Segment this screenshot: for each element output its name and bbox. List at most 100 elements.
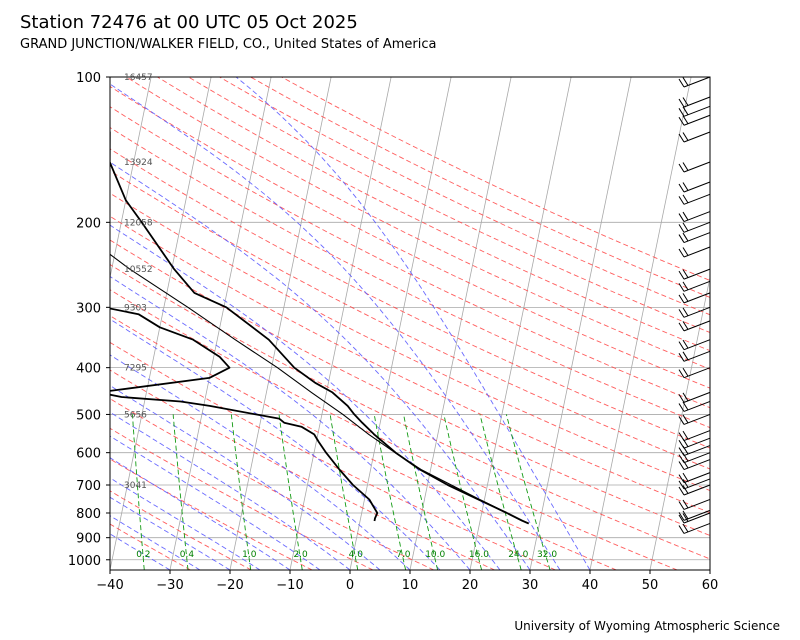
x-tick-label: −40 <box>96 578 123 593</box>
wind-barb <box>678 292 711 304</box>
height-label: 5656 <box>124 410 147 420</box>
mixing-ratio-label: 32.0 <box>537 550 557 560</box>
dry-adiabat-line <box>110 215 710 514</box>
p-tick-label: 400 <box>76 362 101 377</box>
x-tick-label: 50 <box>642 578 659 593</box>
wind-barb <box>678 232 711 244</box>
dry-adiabat-line <box>110 289 678 570</box>
dry-adiabat-line <box>188 77 710 334</box>
x-tick-label: −20 <box>216 578 243 593</box>
moist-adiabat-line <box>110 83 561 570</box>
moist-adiabat-line <box>110 276 471 570</box>
mixing-ratio-label: 2.0 <box>293 550 308 560</box>
mixing-ratio-label: 0.4 <box>180 550 195 560</box>
moist-adiabat-line <box>110 533 171 570</box>
wind-barb <box>678 76 711 88</box>
mixing-ratio-label: 7.0 <box>396 550 411 560</box>
wind-barb <box>678 509 711 521</box>
wind-barb <box>678 161 711 173</box>
x-tick-label: −10 <box>276 578 303 593</box>
chart-title: Station 72476 at 00 UTC 05 Oct 2025 <box>20 12 358 33</box>
mixing-ratio-line <box>131 414 145 570</box>
moist-adiabat-line <box>110 224 501 570</box>
dry-adiabat-line <box>126 77 710 370</box>
mixing-ratio-label: 16.0 <box>469 550 489 560</box>
wind-barb <box>678 367 711 379</box>
mixing-ratio-label: 24.0 <box>508 550 528 560</box>
mixing-ratio-label: 0.2 <box>136 550 150 560</box>
dry-adiabat-line <box>110 523 191 570</box>
wind-barb <box>678 131 711 143</box>
dry-adiabat-line <box>219 77 710 316</box>
dry-adiabat-line <box>250 77 710 298</box>
wind-barb <box>678 472 711 484</box>
moist-adiabat-line <box>110 477 261 570</box>
wind-barb <box>678 413 711 425</box>
isotherm-line <box>110 77 212 570</box>
mixing-ratio-line <box>403 414 439 570</box>
height-label: 13924 <box>124 158 153 168</box>
wind-barb <box>678 211 711 223</box>
footer-credit: University of Wyoming Atmospheric Scienc… <box>514 619 780 633</box>
dry-adiabat-line <box>110 85 710 389</box>
moist-adiabat-line <box>110 318 441 570</box>
wind-barb <box>678 391 711 403</box>
isotherm-line <box>0 77 31 570</box>
p-tick-label: 900 <box>76 532 101 547</box>
dry-adiabat-line <box>110 126 710 429</box>
dry-adiabat-line <box>110 398 435 570</box>
p-tick-label: 200 <box>76 216 101 231</box>
mixing-ratio-label: 4.0 <box>349 550 364 560</box>
p-tick-label: 700 <box>76 479 101 494</box>
moist-adiabat-line <box>110 384 381 570</box>
wind-barb <box>678 522 711 534</box>
height-label: 16457 <box>124 73 153 83</box>
dry-adiabat-line <box>110 369 495 570</box>
isotherm-line <box>349 77 452 570</box>
wind-barb <box>678 401 711 412</box>
mixing-ratio-line <box>479 414 522 570</box>
dry-adiabat-line <box>110 427 374 570</box>
dry-adiabat-line <box>110 192 710 492</box>
p-tick-label: 100 <box>76 71 101 86</box>
dry-adiabat-line <box>110 315 617 570</box>
height-label: 12058 <box>124 218 153 228</box>
wind-barb <box>678 268 711 280</box>
wind-barb <box>678 221 711 233</box>
x-tick-label: 10 <box>402 578 419 593</box>
wind-barb <box>678 498 711 510</box>
x-tick-label: 20 <box>462 578 479 593</box>
x-tick-label: 30 <box>522 578 539 593</box>
x-tick-label: 40 <box>582 578 599 593</box>
x-tick-label: 60 <box>702 578 719 593</box>
dry-adiabat-line <box>110 148 710 449</box>
mixing-ratio-line <box>172 414 189 570</box>
isotherm-line <box>110 77 152 280</box>
dry-adiabat-line <box>110 264 710 560</box>
wind-barb <box>678 181 711 193</box>
plot-frame <box>109 76 711 571</box>
moist-adiabat-line <box>235 77 591 570</box>
isotherm-line <box>469 77 572 570</box>
mixing-ratio-line <box>443 414 483 570</box>
wind-barb <box>678 430 711 442</box>
moist-adiabat-line <box>110 496 231 570</box>
p-tick-label: 1000 <box>68 554 101 569</box>
mixing-ratio-line <box>278 414 303 570</box>
wind-barb <box>678 105 711 117</box>
wind-barb <box>678 193 711 205</box>
isotherm-line <box>709 568 710 570</box>
height-label: 3041 <box>124 481 147 491</box>
dry-adiabat-line <box>110 341 556 570</box>
wind-barb <box>678 478 711 490</box>
wind-barb <box>678 114 711 126</box>
dry-adiabat-line <box>110 170 710 470</box>
dry-adiabat-line <box>110 239 710 536</box>
x-tick-label: 0 <box>346 578 354 593</box>
height-label: 7295 <box>124 364 147 374</box>
height-label: 9303 <box>124 303 147 313</box>
isotherm-line <box>229 77 332 570</box>
isotherm-line <box>289 77 392 570</box>
wind-barb <box>678 306 711 318</box>
temperature-line <box>110 130 530 525</box>
